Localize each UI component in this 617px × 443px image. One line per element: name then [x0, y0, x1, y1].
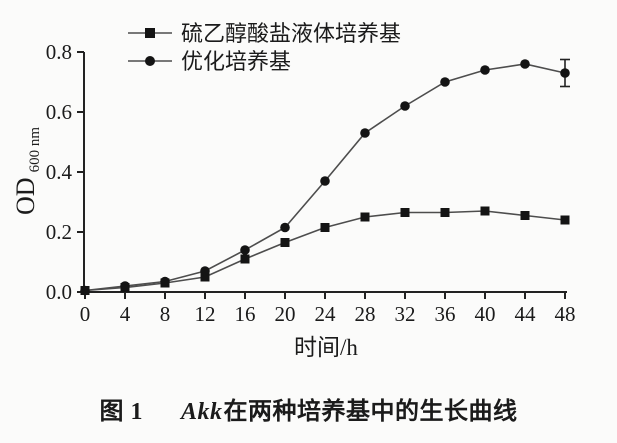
data-point-square — [480, 206, 490, 216]
data-point-square — [440, 208, 450, 217]
series-layer — [80, 58, 570, 296]
figure-number: 图 1 — [99, 398, 143, 425]
data-point-circle — [520, 59, 530, 69]
caption-species-italic: Akk — [180, 398, 223, 425]
data-point-circle — [80, 285, 90, 296]
data-point-square — [520, 211, 530, 220]
legend-square-marker — [145, 28, 155, 38]
data-point-circle — [240, 245, 250, 255]
axes: 0 4 8 12 16 20 24 28 32 36 40 44 480.00.20.40.60.8 — [46, 40, 576, 326]
data-point-circle — [560, 68, 570, 78]
legend-label: 优化培养基 — [181, 49, 291, 74]
y-tick-label: 0.0 — [46, 280, 72, 304]
data-point-square — [360, 212, 370, 222]
data-point-circle — [280, 222, 290, 233]
data-point-circle — [120, 281, 130, 291]
x-tick-label: 44 — [515, 302, 537, 326]
caption-title: Akk在两种培养基中的生长曲线 — [181, 391, 518, 426]
data-point-square — [320, 223, 330, 232]
y-tick-label: 0.8 — [46, 40, 72, 64]
x-tick-label: 36 — [435, 302, 456, 326]
data-point-circle — [480, 65, 490, 75]
series-line — [84, 210, 566, 292]
legend-label: 硫乙醇酸盐液体培养基 — [181, 21, 401, 46]
data-point-circle — [360, 128, 370, 138]
data-point-circle — [400, 101, 410, 111]
y-axis-label-main: OD — [11, 177, 40, 215]
caption-text: 在两种培养基中的生长曲线 — [223, 398, 518, 425]
data-point-circle — [320, 176, 330, 186]
legend-circle-marker — [145, 56, 155, 66]
data-point-circle — [160, 276, 170, 287]
x-tick-label: 8 — [160, 302, 171, 326]
x-tick-label: 32 — [395, 302, 416, 326]
y-axis-label: OD 600 nm — [11, 127, 43, 215]
growth-curve-chart: 0 4 8 12 16 20 24 28 32 36 40 44 480.00.20.40.60.8 硫… — [11, 21, 576, 360]
data-point-square — [240, 254, 250, 264]
data-point-square — [560, 215, 570, 225]
x-tick-label: 16 — [235, 302, 256, 326]
y-axis-label-subscript: 600 nm — [27, 127, 43, 173]
x-tick-label: 12 — [195, 302, 216, 326]
y-tick-label: 0.4 — [46, 160, 73, 184]
y-tick-label: 0.6 — [46, 100, 72, 124]
x-axis-label: 时间/h — [294, 335, 358, 360]
data-point-square — [280, 238, 290, 247]
data-point-square — [400, 208, 410, 217]
x-tick-label: 28 — [355, 302, 376, 326]
x-tick-label: 4 — [120, 302, 131, 326]
x-tick-label: 48 — [555, 302, 576, 326]
data-point-circle — [200, 266, 210, 276]
x-tick-label: 0 — [80, 302, 91, 326]
figure-caption: 图 1 Akk在两种培养基中的生长曲线 — [0, 373, 617, 443]
data-point-square — [200, 272, 210, 282]
x-tick-label: 40 — [475, 302, 496, 326]
x-tick-label: 20 — [275, 302, 296, 326]
x-tick-label: 24 — [315, 302, 337, 326]
y-tick-label: 0.2 — [46, 220, 72, 244]
data-point-circle — [440, 77, 450, 87]
axis-line — [83, 52, 567, 293]
